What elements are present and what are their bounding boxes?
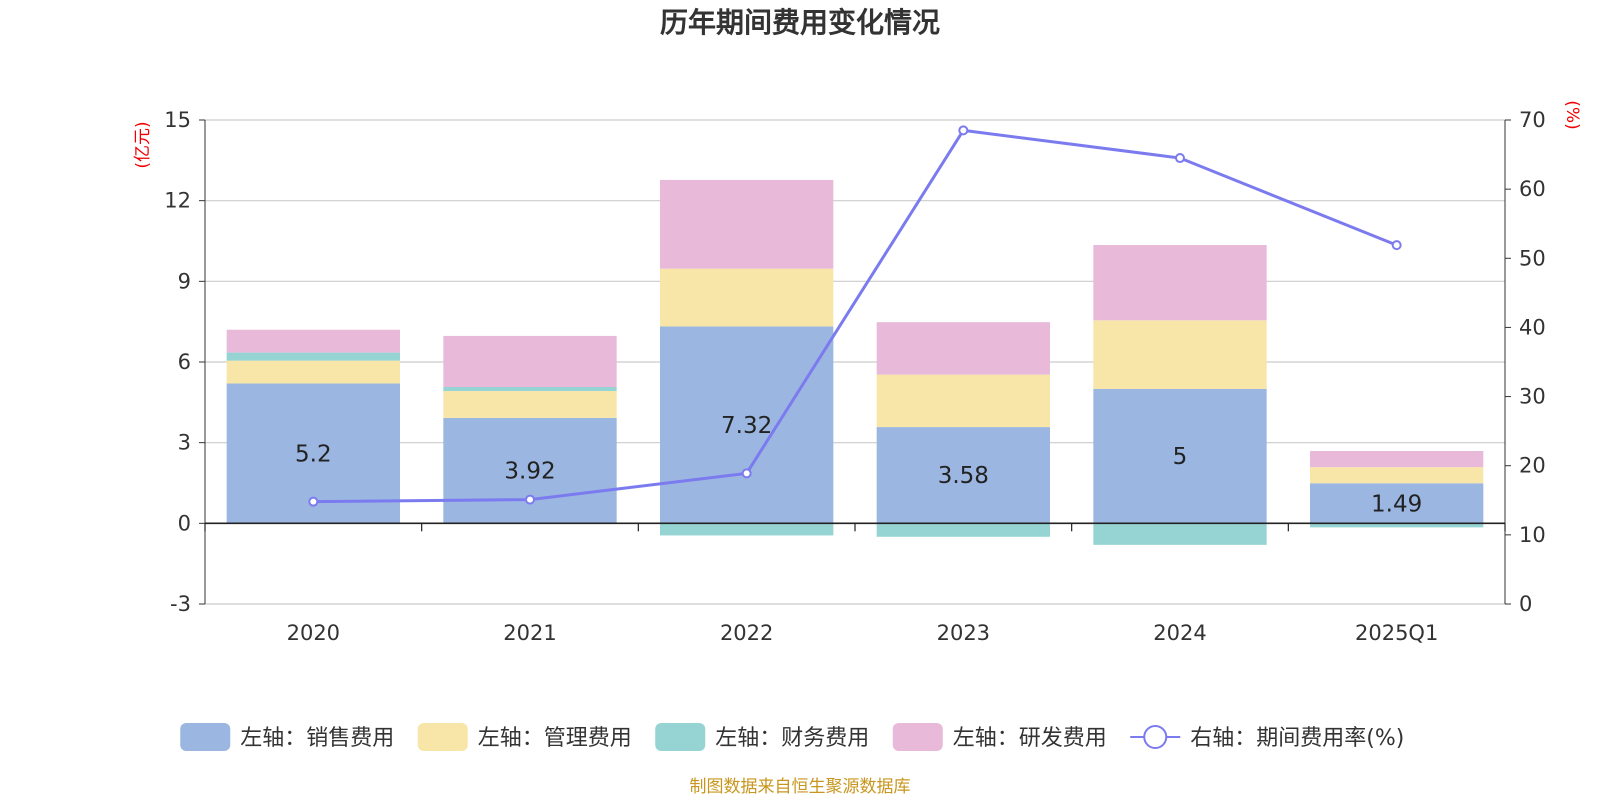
bar-2024-series-1 [1093,320,1267,389]
bar-2021-series-1 [443,391,617,418]
bar-2023-series-0 [876,427,1050,524]
legend-item-4: 右轴：期间费用率(%) [1130,725,1404,751]
rate-point-2025Q1 [1391,240,1402,251]
x-tick-label: 2025Q1 [1355,621,1438,645]
bar-2020-series-1 [226,360,400,384]
x-tick-label: 2021 [503,621,556,645]
legend-swatch [655,723,706,751]
right-tick-label: 40 [1519,315,1546,339]
bar-2023-series-3 [876,322,1050,375]
left-tick-label: -3 [170,592,191,616]
legend-swatch [892,723,943,751]
legend-swatch [417,723,468,751]
rate-point-2024 [1175,153,1185,164]
data-labels-layer: 5.2 3.92 7.32 3.58 5 1.49 [295,413,1422,517]
bar-2021-series-3 [443,335,617,388]
bar-2024-series-3 [1093,245,1267,321]
bar-2025Q1-series-2 [1310,523,1484,528]
legend-swatch [180,723,231,751]
rate-point-2020 [308,496,319,507]
rate-line-layer [308,125,1402,507]
data-label: 5.2 [295,441,332,467]
bar-2022-series-0 [660,326,834,524]
data-label: 5 [1173,444,1188,470]
legend-label: 左轴：财务费用 [715,726,869,751]
x-tick-label: 2023 [937,621,990,645]
bar-2025Q1-series-1 [1310,467,1484,484]
right-tick-label: 10 [1519,523,1546,547]
rate-point-2023 [958,125,969,136]
left-tick-label: 3 [178,431,191,455]
right-tick-label: 70 [1519,108,1546,132]
rate-point-2022 [741,468,752,479]
left-tick-label: 12 [164,189,191,213]
legend-item-1: 左轴：管理费用 [417,723,632,751]
legend-item-2: 左轴：财务费用 [655,723,869,751]
bar-2025Q1-series-3 [1310,451,1484,468]
data-label: 3.58 [938,463,989,489]
legend-item-3: 左轴：研发费用 [892,723,1107,751]
legend-label: 左轴：销售费用 [240,726,394,751]
x-tick-label: 2024 [1153,621,1206,645]
bar-2021-series-0 [443,417,617,524]
bars-layer [226,179,1484,545]
bar-2020-series-2 [226,352,400,361]
left-tick-label: 9 [178,269,191,293]
bar-2020-series-3 [226,329,400,353]
legend-item-0: 左轴：销售费用 [180,723,394,751]
bar-2025Q1-series-0 [1310,483,1484,524]
right-tick-label: 30 [1519,385,1546,409]
right-axis-unit: (%) [1562,100,1582,129]
source-note: 制图数据来自恒生聚源数据库 [690,777,911,797]
left-axis-unit: (亿元) [133,121,153,168]
grid-lines [205,119,1505,605]
bar-2021-series-2 [443,387,617,392]
data-label: 3.92 [504,459,555,485]
bar-2023-series-1 [876,374,1050,428]
right-tick-label: 0 [1519,592,1532,616]
right-tick-label: 50 [1519,246,1546,270]
bar-2022-series-1 [660,268,834,327]
legend-marker-symbol [1143,725,1168,749]
left-tick-label: 15 [164,108,191,132]
bar-2022-series-2 [660,523,834,536]
left-tick-label: 6 [178,350,191,374]
bar-2023-series-2 [876,523,1050,537]
chart-title: 历年期间费用变化情况 [660,6,940,39]
right-tick-label: 20 [1519,454,1546,478]
data-label: 7.32 [721,413,772,439]
bar-2022-series-3 [660,179,834,269]
legend: 左轴：销售费用 左轴：管理费用 左轴：财务费用 左轴：研发费用 右轴：期间费用率(%) [180,723,1404,751]
legend-label: 左轴：管理费用 [478,726,632,751]
x-tick-label: 2020 [287,621,340,645]
legend-label: 右轴：期间费用率(%) [1190,726,1404,751]
left-tick-label: 0 [178,511,191,535]
x-tick-label: 2022 [720,621,773,645]
legend-label: 左轴：研发费用 [953,726,1107,751]
right-tick-label: 60 [1519,177,1546,201]
bar-2024-series-0 [1093,388,1267,524]
bar-2024-series-2 [1093,523,1267,545]
rate-point-2021 [525,494,535,505]
rate-line [313,128,1398,504]
data-label: 1.49 [1371,491,1422,517]
